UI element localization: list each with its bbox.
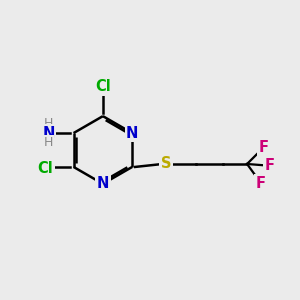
Text: H: H [44, 117, 53, 130]
Text: Cl: Cl [38, 161, 53, 176]
Text: S: S [161, 157, 171, 172]
Text: N: N [42, 126, 55, 141]
Text: F: F [258, 140, 268, 155]
Text: F: F [255, 176, 265, 190]
Text: N: N [97, 176, 109, 191]
Text: Cl: Cl [95, 79, 111, 94]
Text: F: F [264, 158, 274, 173]
Text: H: H [44, 136, 53, 149]
Text: N: N [126, 126, 138, 141]
